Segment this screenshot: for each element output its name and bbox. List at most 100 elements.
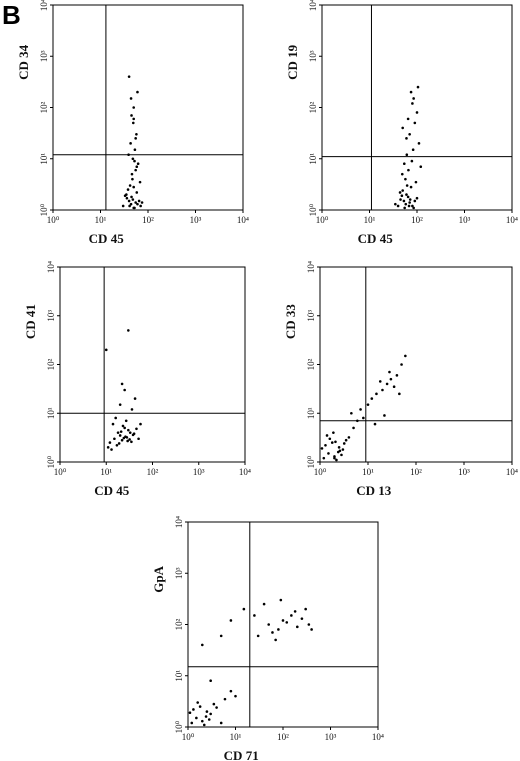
data-point [108, 441, 112, 444]
x-tick-label: 10² [277, 732, 289, 742]
panel: 10⁰ 10¹ 10² 10³ 10⁴ 10⁰ 10¹ 10² 10³ 10⁴ CD 71 GpA [151, 516, 384, 761]
data-point [370, 397, 374, 400]
data-point [242, 607, 246, 611]
x-tick-label: 10⁰ [316, 215, 329, 225]
y-axis-label: CD 34 [16, 44, 31, 80]
data-point [110, 448, 113, 451]
plot-frame [52, 4, 244, 211]
x-axis-label: CD 45 [94, 483, 130, 498]
data-point [134, 201, 137, 204]
x-tick-label: 10⁰ [314, 467, 327, 477]
data-point [190, 721, 194, 725]
y-tick-label: 10³ [306, 310, 316, 322]
data-point [328, 437, 332, 441]
data-point [415, 196, 419, 200]
panel: 10⁰ 10¹ 10² 10³ 10⁴ 10⁰ 10¹ 10² 10³ 10⁴ CD 45 CD 19 [285, 0, 518, 246]
data-point [128, 431, 132, 434]
data-point [404, 202, 408, 206]
data-point [118, 434, 122, 437]
data-point [192, 708, 195, 711]
data-point [402, 162, 406, 166]
data-point [414, 180, 418, 184]
data-point [123, 388, 126, 392]
x-tick-label: 10¹ [364, 215, 376, 225]
data-point [117, 442, 121, 445]
data-point [188, 711, 192, 715]
y-tick-label: 10⁰ [306, 455, 316, 468]
data-point [383, 414, 386, 417]
data-point [411, 204, 414, 208]
data-point [352, 426, 355, 430]
data-point [130, 440, 133, 444]
data-point [409, 185, 413, 189]
x-axis-label: CD 45 [89, 231, 125, 246]
x-tick-label: 10⁴ [506, 215, 518, 225]
data-point [135, 165, 139, 168]
data-point [234, 694, 237, 698]
y-axis-label: CD 19 [285, 44, 300, 80]
data-point [136, 162, 140, 166]
data-point [256, 634, 260, 638]
y-tick-label: 10² [308, 101, 318, 113]
x-tick-label: 10¹ [95, 215, 107, 225]
data-point [140, 201, 144, 204]
plot-frame [321, 4, 513, 211]
data-point [320, 447, 324, 450]
data-point [135, 191, 139, 194]
data-point [133, 148, 137, 152]
data-point [212, 702, 216, 706]
data-point [335, 458, 338, 462]
data-point [204, 715, 208, 718]
data-point [267, 623, 271, 626]
data-point [411, 148, 415, 152]
data-point [132, 117, 136, 121]
y-tick-label: 10¹ [306, 407, 316, 419]
data-point [205, 710, 209, 713]
data-point [132, 106, 136, 109]
x-tick-label: 10¹ [230, 732, 242, 742]
y-axis-label: GpA [151, 565, 166, 592]
y-tick-label: 10⁰ [46, 455, 56, 468]
data-point [127, 329, 130, 332]
x-tick-label: 10³ [325, 732, 337, 742]
data-point [253, 614, 256, 617]
data-point [134, 137, 137, 140]
x-tick-label: 10⁴ [372, 732, 384, 742]
data-point [375, 392, 378, 396]
data-point [404, 354, 407, 358]
x-tick-label: 10⁰ [54, 467, 67, 477]
data-point [344, 438, 348, 442]
data-point [124, 419, 128, 423]
y-tick-label: 10⁰ [308, 203, 318, 216]
data-point [407, 168, 410, 172]
data-point [334, 440, 337, 444]
data-point [196, 701, 199, 704]
data-point [207, 718, 211, 721]
data-point [400, 172, 404, 176]
data-point [395, 374, 399, 377]
data-point [337, 446, 341, 449]
panel-label: B [2, 0, 21, 30]
y-tick-label: 10² [306, 358, 316, 370]
data-point [325, 434, 329, 437]
data-point [324, 444, 327, 447]
data-point [333, 456, 336, 460]
plot-frame [319, 266, 513, 463]
data-point [398, 191, 402, 194]
y-tick-label: 10² [174, 618, 184, 630]
data-point [127, 75, 131, 78]
data-point [133, 397, 137, 400]
data-point [127, 428, 130, 432]
data-point [389, 377, 393, 381]
data-point [129, 142, 132, 145]
panel: 10⁰ 10¹ 10² 10³ 10⁴ 10⁰ 10¹ 10² 10³ 10⁴ CD 45 CD 41 [23, 261, 251, 498]
data-point [198, 705, 202, 708]
data-point [104, 348, 108, 352]
data-point [130, 195, 133, 199]
data-point [271, 631, 274, 634]
data-point [388, 370, 391, 374]
data-point [135, 427, 138, 431]
data-point [131, 198, 135, 201]
data-point [136, 202, 139, 206]
data-point [130, 172, 134, 176]
